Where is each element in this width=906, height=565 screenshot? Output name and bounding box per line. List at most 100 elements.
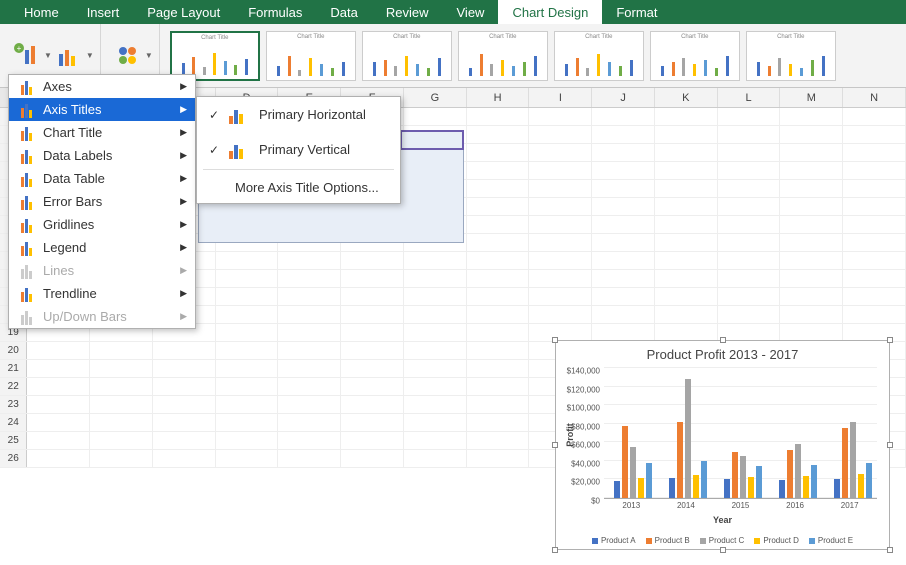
menu-item-gridlines[interactable]: Gridlines▶ bbox=[9, 213, 195, 236]
cell[interactable] bbox=[655, 288, 718, 305]
chart-bar[interactable] bbox=[614, 481, 620, 498]
cell[interactable] bbox=[843, 288, 906, 305]
cell[interactable] bbox=[404, 360, 467, 377]
cell[interactable] bbox=[529, 234, 592, 251]
cell[interactable] bbox=[529, 324, 592, 341]
cell[interactable] bbox=[341, 450, 404, 467]
ribbon-tab-data[interactable]: Data bbox=[316, 0, 371, 24]
cell[interactable] bbox=[216, 324, 279, 341]
legend-item[interactable]: Product E bbox=[809, 536, 853, 545]
cell[interactable] bbox=[529, 108, 592, 125]
submenu-more-options[interactable]: More Axis Title Options... bbox=[197, 172, 400, 203]
cell[interactable] bbox=[592, 306, 655, 323]
cell[interactable] bbox=[780, 180, 843, 197]
cell[interactable] bbox=[216, 414, 279, 431]
ribbon-tab-format[interactable]: Format bbox=[602, 0, 671, 24]
chart-bar[interactable] bbox=[646, 463, 652, 498]
cell[interactable] bbox=[467, 378, 530, 395]
cell[interactable] bbox=[216, 306, 279, 323]
cell[interactable] bbox=[718, 252, 781, 269]
cell[interactable] bbox=[467, 180, 530, 197]
cell[interactable] bbox=[467, 252, 530, 269]
chart-bar[interactable] bbox=[866, 463, 872, 498]
cell[interactable] bbox=[780, 216, 843, 233]
cell[interactable] bbox=[90, 396, 153, 413]
cell[interactable] bbox=[341, 378, 404, 395]
cell[interactable] bbox=[216, 360, 279, 377]
cell[interactable] bbox=[529, 162, 592, 179]
cell[interactable] bbox=[90, 378, 153, 395]
cell[interactable] bbox=[718, 234, 781, 251]
cell[interactable] bbox=[592, 108, 655, 125]
menu-item-trendline[interactable]: Trendline▶ bbox=[9, 282, 195, 305]
ribbon-tab-review[interactable]: Review bbox=[372, 0, 443, 24]
column-header-G[interactable]: G bbox=[404, 88, 467, 107]
cell[interactable] bbox=[718, 126, 781, 143]
cell[interactable] bbox=[467, 126, 530, 143]
cell[interactable] bbox=[341, 360, 404, 377]
cell[interactable] bbox=[404, 108, 467, 125]
cell[interactable] bbox=[655, 198, 718, 215]
row-header-26[interactable]: 26 bbox=[0, 450, 27, 467]
cell[interactable] bbox=[655, 162, 718, 179]
cell[interactable] bbox=[278, 306, 341, 323]
cell[interactable] bbox=[718, 162, 781, 179]
cell[interactable] bbox=[90, 342, 153, 359]
cell[interactable] bbox=[153, 342, 216, 359]
chart-plot-area[interactable] bbox=[604, 371, 877, 499]
cell[interactable] bbox=[341, 414, 404, 431]
cell[interactable] bbox=[529, 252, 592, 269]
cell[interactable] bbox=[404, 450, 467, 467]
cell[interactable] bbox=[153, 432, 216, 449]
chart-bar[interactable] bbox=[850, 422, 856, 498]
cell[interactable] bbox=[655, 216, 718, 233]
menu-item-data-labels[interactable]: Data Labels▶ bbox=[9, 144, 195, 167]
cell[interactable] bbox=[843, 144, 906, 161]
chart-bar[interactable] bbox=[701, 461, 707, 498]
cell[interactable] bbox=[216, 342, 279, 359]
cell[interactable] bbox=[404, 270, 467, 287]
chart-style-6[interactable]: Chart Title bbox=[650, 31, 740, 81]
cell[interactable] bbox=[843, 180, 906, 197]
chart-bar[interactable] bbox=[858, 474, 864, 498]
cell[interactable] bbox=[655, 144, 718, 161]
cell[interactable] bbox=[843, 162, 906, 179]
cell[interactable] bbox=[341, 288, 404, 305]
cell[interactable] bbox=[780, 234, 843, 251]
menu-item-error-bars[interactable]: Error Bars▶ bbox=[9, 190, 195, 213]
cell[interactable] bbox=[780, 270, 843, 287]
ribbon-tab-home[interactable]: Home bbox=[10, 0, 73, 24]
row-header-23[interactable]: 23 bbox=[0, 396, 27, 413]
chart-style-1[interactable]: Chart Title bbox=[170, 31, 260, 81]
cell[interactable] bbox=[843, 234, 906, 251]
chart-bar[interactable] bbox=[638, 478, 644, 498]
cell[interactable] bbox=[655, 252, 718, 269]
cell[interactable] bbox=[592, 234, 655, 251]
menu-item-axes[interactable]: Axes▶ bbox=[9, 75, 195, 98]
cell[interactable] bbox=[341, 306, 404, 323]
cell[interactable] bbox=[467, 450, 530, 467]
chart-bar[interactable] bbox=[677, 422, 683, 498]
cell[interactable] bbox=[718, 306, 781, 323]
cell[interactable] bbox=[529, 198, 592, 215]
cell[interactable] bbox=[467, 216, 530, 233]
cell[interactable] bbox=[404, 324, 467, 341]
chart-style-5[interactable]: Chart Title bbox=[554, 31, 644, 81]
ribbon-tab-chart-design[interactable]: Chart Design bbox=[498, 0, 602, 24]
column-header-N[interactable]: N bbox=[843, 88, 906, 107]
legend-item[interactable]: Product C bbox=[700, 536, 745, 545]
cell[interactable] bbox=[592, 288, 655, 305]
chart-bar[interactable] bbox=[842, 428, 848, 498]
cell[interactable] bbox=[780, 108, 843, 125]
add-chart-element-button[interactable]: + bbox=[12, 34, 42, 78]
cell[interactable] bbox=[843, 198, 906, 215]
cell[interactable] bbox=[467, 162, 530, 179]
cell[interactable] bbox=[278, 450, 341, 467]
chart-bar[interactable] bbox=[693, 475, 699, 498]
cell[interactable] bbox=[592, 144, 655, 161]
cell[interactable] bbox=[216, 450, 279, 467]
cell[interactable] bbox=[780, 288, 843, 305]
cell[interactable] bbox=[780, 126, 843, 143]
cell[interactable] bbox=[718, 216, 781, 233]
column-header-K[interactable]: K bbox=[655, 88, 718, 107]
